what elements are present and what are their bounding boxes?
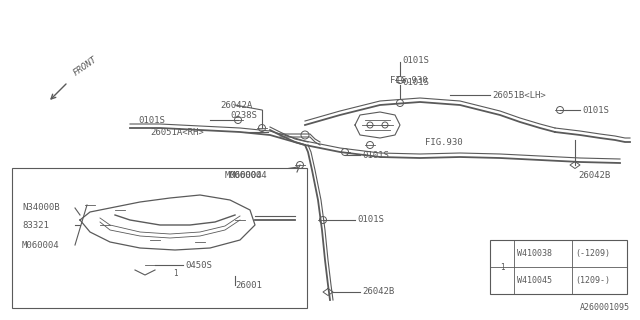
Text: 83321: 83321 (22, 220, 49, 229)
Text: 0101S: 0101S (402, 55, 429, 65)
Text: FIG.930: FIG.930 (425, 138, 463, 147)
Text: 0101S: 0101S (402, 77, 429, 86)
Text: M060004: M060004 (22, 241, 60, 250)
Text: 0101S: 0101S (357, 215, 384, 225)
Text: 26042A: 26042A (220, 100, 252, 109)
Text: W410045: W410045 (517, 276, 552, 285)
Text: N34000B: N34000B (22, 204, 60, 212)
Text: 1: 1 (500, 263, 504, 272)
Bar (490, 240, 627, 294)
Text: FRONT: FRONT (72, 55, 99, 78)
Text: 0238S: 0238S (230, 110, 257, 119)
Text: (1209-): (1209-) (575, 276, 610, 285)
Text: 26051B<LH>: 26051B<LH> (492, 91, 546, 100)
Text: W410038: W410038 (517, 249, 552, 258)
Text: 26042B: 26042B (578, 171, 611, 180)
Text: M060004: M060004 (230, 171, 268, 180)
Text: 26001: 26001 (235, 281, 262, 290)
Text: 0101S: 0101S (582, 106, 609, 115)
Text: FIG.930: FIG.930 (390, 76, 428, 84)
Text: 1: 1 (173, 268, 177, 277)
Text: A260001095: A260001095 (580, 303, 630, 312)
Text: 26051A<RH>: 26051A<RH> (150, 127, 204, 137)
Bar (12, 168, 307, 308)
Text: 0450S: 0450S (185, 260, 212, 269)
Text: 26042B: 26042B (362, 287, 394, 297)
Text: M060004: M060004 (225, 171, 262, 180)
Text: 0101S: 0101S (138, 116, 165, 124)
Text: 0101S: 0101S (362, 150, 389, 159)
Text: (-1209): (-1209) (575, 249, 610, 258)
